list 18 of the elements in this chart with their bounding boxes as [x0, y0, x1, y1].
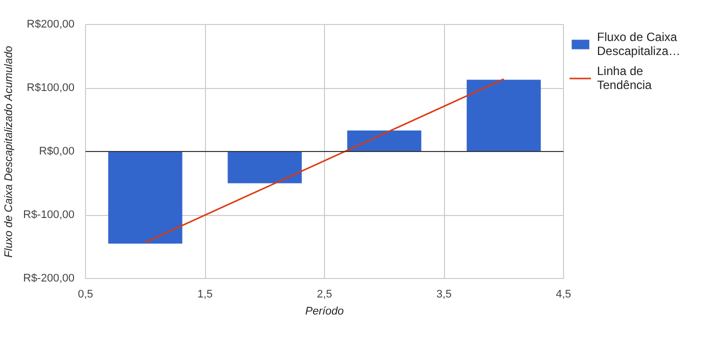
- legend-label: Linha de Tendência: [597, 64, 652, 92]
- x-tick-label: 1,5: [197, 288, 213, 300]
- y-tick-label: R$0,00: [39, 146, 75, 158]
- bar: [228, 152, 302, 184]
- x-tick-label: 0,5: [78, 288, 94, 300]
- x-tick-label: 3,5: [436, 288, 452, 300]
- x-tick-label: 2,5: [316, 288, 332, 300]
- x-tick-label: 4,5: [556, 288, 572, 300]
- y-tick-label: R$200,00: [26, 18, 75, 30]
- y-tick-label: R$-100,00: [23, 209, 75, 221]
- bar: [466, 80, 541, 152]
- y-axis-title: Fluxo de Caixa Descapitalizado Acumulado: [3, 46, 16, 258]
- y-tick-label: R$100,00: [26, 82, 75, 94]
- bar: [108, 152, 182, 244]
- bar: [347, 130, 422, 152]
- y-tick-label: R$-200,00: [23, 272, 75, 284]
- x-axis-title: Período: [305, 306, 344, 318]
- legend-label: Fluxo de Caixa Descapitaliza…: [597, 30, 680, 58]
